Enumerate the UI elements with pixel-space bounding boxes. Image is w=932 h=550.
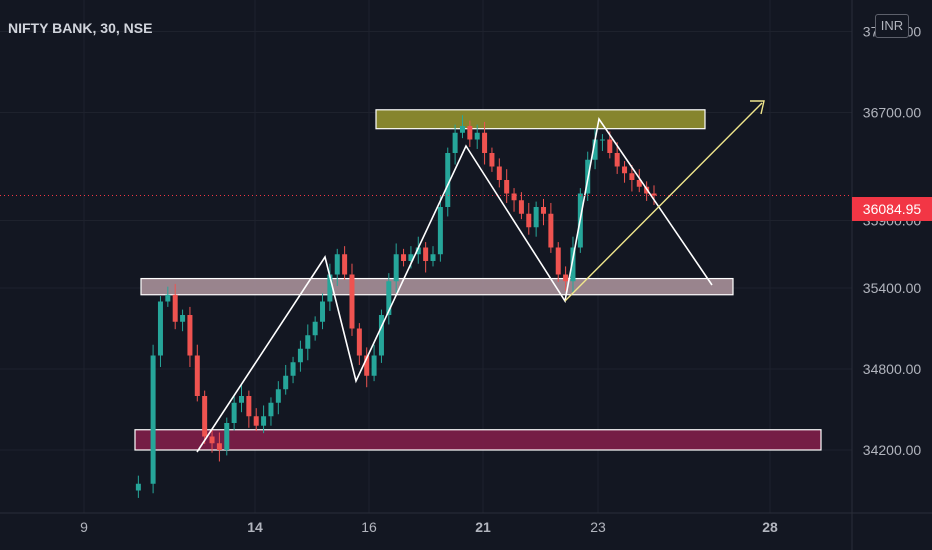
candle-body xyxy=(135,483,141,491)
candle-body xyxy=(401,254,407,261)
arrow-head-icon xyxy=(750,100,765,115)
candle-body xyxy=(504,180,510,194)
candle-body xyxy=(467,126,473,140)
candle-body xyxy=(283,375,289,390)
resistance-zone[interactable] xyxy=(375,109,706,130)
candle-body xyxy=(533,207,539,228)
candle-body xyxy=(253,416,259,426)
candle-body xyxy=(157,301,163,356)
candle-body xyxy=(297,348,303,363)
candle-body xyxy=(393,254,399,282)
time-tick-label: 28 xyxy=(762,519,778,535)
candle-body xyxy=(636,180,642,187)
price-tick-label: 35400.00 xyxy=(863,280,922,296)
candle-body xyxy=(371,355,377,376)
candle-body xyxy=(599,139,605,141)
candle-body xyxy=(312,321,318,336)
candle-body xyxy=(275,389,281,403)
candle-body xyxy=(526,213,532,228)
candle-body xyxy=(172,294,178,322)
candle-body xyxy=(548,213,554,248)
candle-body xyxy=(349,274,355,329)
price-tick-label: 36700.00 xyxy=(863,105,922,121)
candle-body xyxy=(555,247,561,275)
time-tick-label: 23 xyxy=(590,519,606,535)
candle-body xyxy=(430,254,436,261)
time-tick-label: 16 xyxy=(361,519,377,535)
candle-body xyxy=(496,166,502,180)
candle-body xyxy=(622,166,628,174)
candle-body xyxy=(231,402,237,423)
time-tick-label: 9 xyxy=(80,519,88,535)
time-tick-label: 21 xyxy=(475,519,491,535)
candle-body xyxy=(511,193,517,201)
chart-title: NIFTY BANK, 30, NSE xyxy=(8,20,153,36)
candle-body xyxy=(180,315,186,322)
candle-body xyxy=(437,207,443,255)
candle-body xyxy=(592,139,598,160)
candle-body xyxy=(607,139,613,153)
candle-body xyxy=(356,328,362,356)
candle-body xyxy=(489,153,495,167)
candle-body xyxy=(570,247,576,282)
candle-body xyxy=(452,132,458,153)
candle-body xyxy=(194,355,200,396)
candle-body xyxy=(202,396,208,437)
support-zone[interactable] xyxy=(140,277,734,296)
candle-body xyxy=(320,301,326,322)
candle-body xyxy=(342,254,348,275)
candle-body xyxy=(651,193,657,196)
candle-body xyxy=(482,132,488,153)
candle-body xyxy=(364,355,370,376)
candle-body xyxy=(541,207,547,214)
candle-body xyxy=(459,126,465,133)
candle-body xyxy=(334,254,340,275)
candle-body xyxy=(423,247,429,261)
candle-body xyxy=(518,200,524,214)
candle-body xyxy=(378,315,384,356)
candle-body xyxy=(614,153,620,167)
candle-body xyxy=(563,274,569,282)
candle-body xyxy=(165,294,171,302)
candle-body xyxy=(209,436,215,444)
candle-body xyxy=(187,315,193,356)
candle-body xyxy=(386,281,392,315)
time-tick-label: 14 xyxy=(247,519,263,535)
candle-body xyxy=(305,335,311,349)
price-tick-label: 34800.00 xyxy=(863,361,922,377)
candle-body xyxy=(290,362,296,376)
candle-body xyxy=(246,396,252,417)
candle-body xyxy=(445,153,451,207)
current-price-tag: 36084.95 xyxy=(852,197,932,221)
candle-body xyxy=(415,247,421,255)
candle-body xyxy=(216,443,222,450)
currency-badge[interactable]: INR xyxy=(875,14,909,38)
zigzag-pattern-line[interactable] xyxy=(196,116,713,453)
candle-body xyxy=(408,254,414,261)
candle-body xyxy=(150,355,156,484)
price-tick-label: 34200.00 xyxy=(863,442,922,458)
candle-body xyxy=(238,396,244,403)
candle-body xyxy=(327,274,333,302)
candle-body xyxy=(261,416,267,426)
candle-body xyxy=(268,402,274,417)
candle-body xyxy=(224,423,230,450)
projection-arrow-line[interactable] xyxy=(564,102,763,302)
candle-body xyxy=(629,173,635,180)
candle-body xyxy=(474,132,480,140)
demand-zone[interactable] xyxy=(134,429,822,451)
